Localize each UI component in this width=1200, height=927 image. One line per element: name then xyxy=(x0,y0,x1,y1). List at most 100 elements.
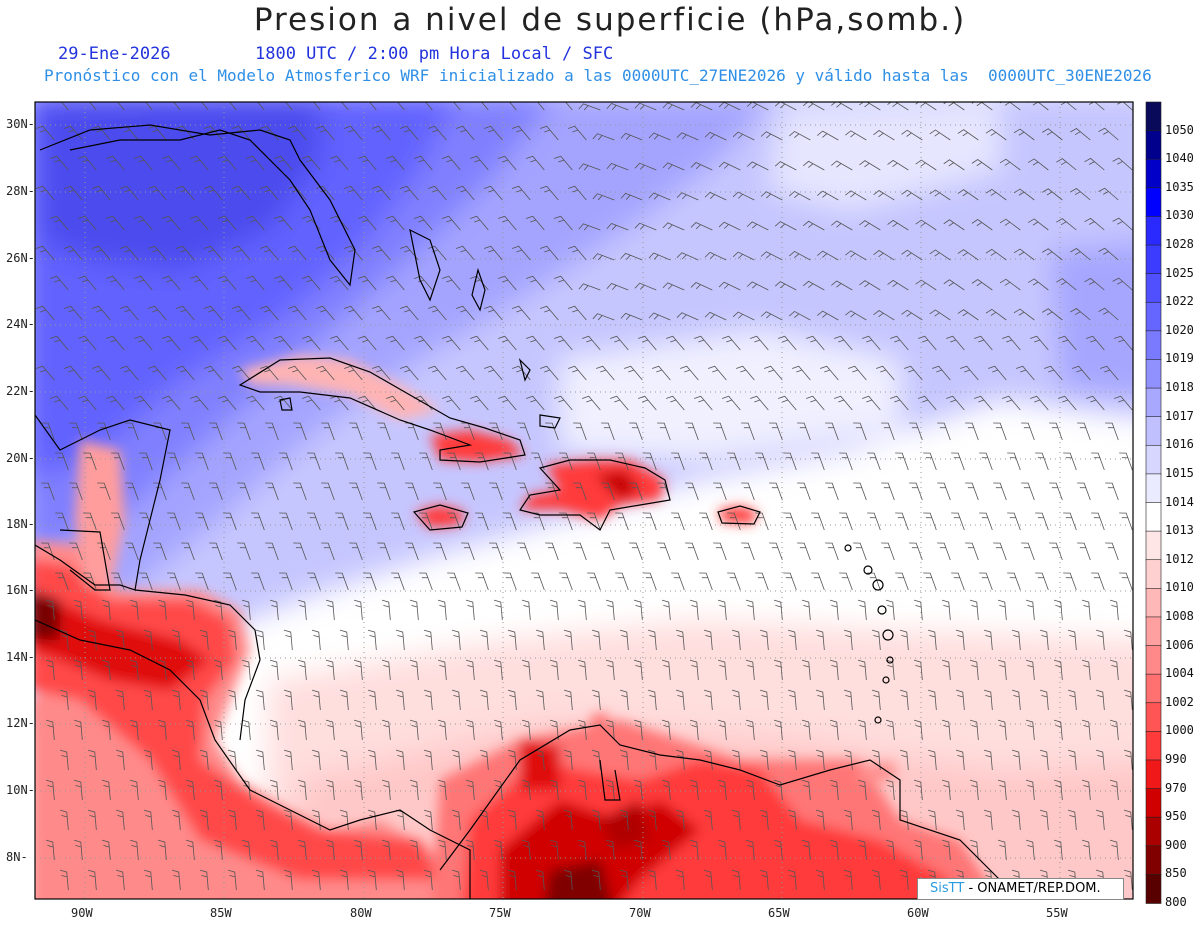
wind-barb xyxy=(55,512,69,531)
wind-barb xyxy=(87,629,97,651)
wind-barb xyxy=(867,452,881,471)
wind-barb xyxy=(1007,572,1021,591)
wind-barb xyxy=(517,422,531,441)
wind-barb xyxy=(871,689,881,711)
wind-barb xyxy=(1007,452,1021,471)
wind-barb xyxy=(1114,335,1133,351)
wind-barb xyxy=(578,223,601,231)
wind-barb xyxy=(731,869,741,891)
wind-barb xyxy=(1039,629,1049,651)
wind-barb xyxy=(745,719,755,741)
wind-barb xyxy=(941,719,951,741)
wind-barb xyxy=(943,219,965,231)
colorbar-swatch xyxy=(1145,731,1162,761)
wind-barb xyxy=(563,689,573,711)
wind-barb xyxy=(689,599,699,621)
wind-barb xyxy=(232,185,251,201)
wind-barb xyxy=(909,482,923,501)
wind-barb xyxy=(661,779,671,801)
wind-barb xyxy=(115,809,125,831)
wind-barb xyxy=(176,185,195,201)
wind-barb xyxy=(955,809,965,831)
wind-barb xyxy=(648,192,671,201)
wind-barb xyxy=(859,102,881,111)
wind-barb xyxy=(759,629,769,651)
wind-barb xyxy=(134,335,153,351)
wind-barb xyxy=(423,689,433,711)
colorbar-swatch xyxy=(1145,273,1162,304)
wind-barb xyxy=(41,542,55,561)
wind-barb xyxy=(241,839,251,861)
wind-barb xyxy=(774,161,797,171)
wind-barb xyxy=(802,220,825,231)
wind-barb xyxy=(372,305,391,321)
wind-barb xyxy=(773,659,783,681)
colorbar-label: 1004 xyxy=(1165,666,1194,681)
wind-barb xyxy=(199,749,209,771)
colorbar-label: 1017 xyxy=(1165,408,1194,423)
wind-barb xyxy=(381,779,391,801)
wind-barb xyxy=(1070,248,1091,261)
colorbar-label: 1010 xyxy=(1165,580,1194,595)
wind-barb xyxy=(717,659,727,681)
wind-barb xyxy=(1077,482,1091,501)
wind-barb xyxy=(592,193,615,201)
wind-barb xyxy=(559,452,573,471)
wind-barb xyxy=(965,482,979,501)
wind-barb xyxy=(1063,512,1077,531)
wind-barb xyxy=(899,809,909,831)
wind-barb xyxy=(1013,128,1035,141)
wind-barb xyxy=(1035,512,1049,531)
wind-barb xyxy=(227,749,237,771)
wind-barb xyxy=(507,629,517,651)
wind-barb xyxy=(820,365,839,381)
wind-barb xyxy=(344,305,363,321)
wind-barb xyxy=(647,629,657,651)
plot-frame xyxy=(34,101,1134,900)
wind-barb xyxy=(755,512,769,531)
colorbar-swatch xyxy=(1145,645,1162,675)
wind-barb xyxy=(129,659,139,681)
wind-barb xyxy=(890,395,909,411)
wind-barb xyxy=(1025,599,1035,621)
wind-barb xyxy=(1021,422,1035,441)
wind-barb xyxy=(73,779,83,801)
wind-barb xyxy=(577,599,587,621)
wind-barb xyxy=(111,512,125,531)
lat-label: 26N- xyxy=(6,251,35,265)
wind-barb xyxy=(283,809,293,831)
wind-barb xyxy=(335,572,349,591)
wind-barb xyxy=(685,542,699,561)
colorbar-label: 1025 xyxy=(1165,265,1194,280)
wind-barb xyxy=(731,809,741,831)
wind-barb xyxy=(680,365,699,381)
wind-barb xyxy=(741,482,755,501)
wind-barb xyxy=(297,599,307,621)
wind-barb xyxy=(745,659,755,681)
wind-barb xyxy=(694,335,713,351)
wind-barb xyxy=(325,659,335,681)
colorbar-label: 1030 xyxy=(1165,208,1194,223)
wind-barb xyxy=(927,629,937,651)
wind-barb xyxy=(563,629,573,651)
wind-barb xyxy=(64,305,83,321)
wind-barb xyxy=(255,809,265,831)
wind-barb xyxy=(316,305,335,321)
wind-barb xyxy=(195,452,209,471)
wind-barb xyxy=(1013,188,1035,201)
wind-barb xyxy=(185,599,195,621)
wind-barb xyxy=(339,629,349,651)
wind-barb xyxy=(1095,629,1105,651)
wind-barb xyxy=(760,311,783,321)
wind-barb xyxy=(592,253,615,261)
wind-barb xyxy=(507,869,517,891)
wind-barb xyxy=(662,102,685,111)
wind-barb xyxy=(92,305,111,321)
wind-barb xyxy=(41,422,55,441)
wind-barb xyxy=(195,572,209,591)
wind-barb xyxy=(1053,659,1063,681)
wind-barb xyxy=(909,422,923,441)
wind-barb xyxy=(1077,422,1091,441)
wind-barb xyxy=(558,102,573,111)
wind-barb xyxy=(423,809,433,831)
